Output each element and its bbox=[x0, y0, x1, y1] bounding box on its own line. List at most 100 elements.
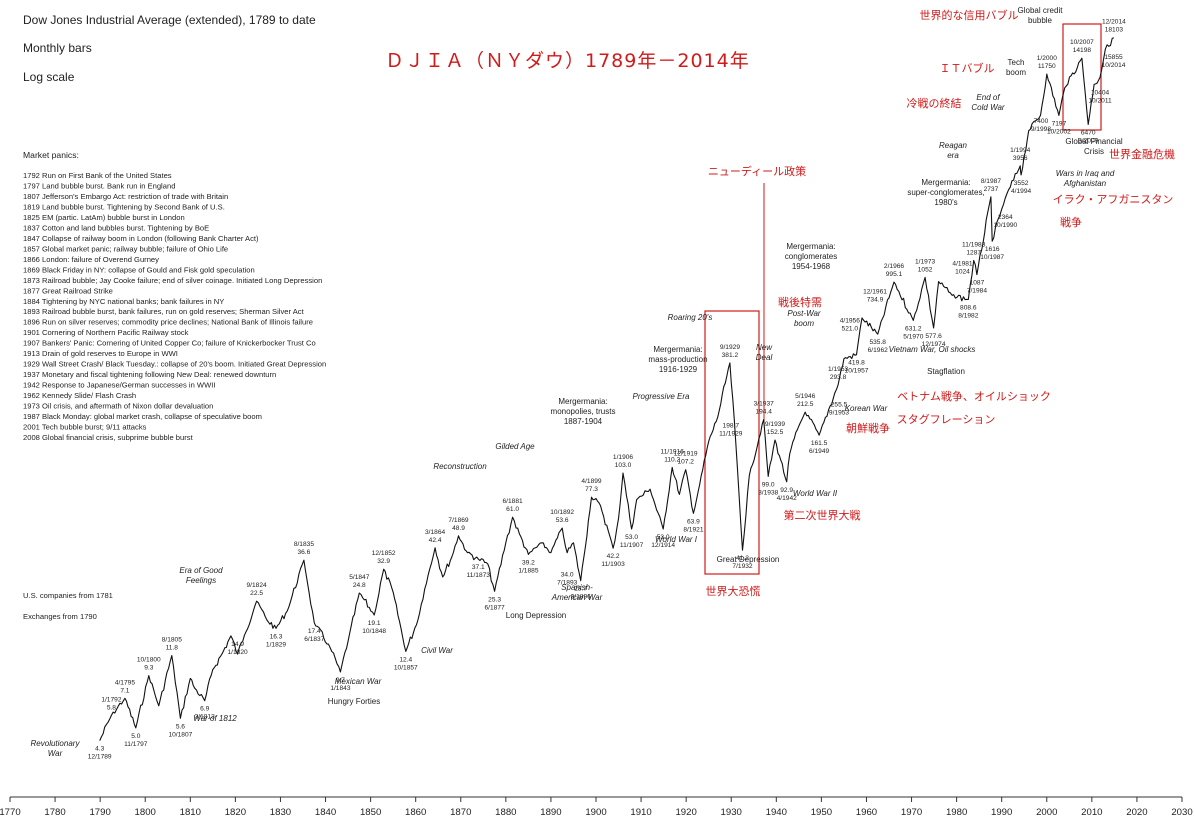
value-label: 25.3 6/1877 bbox=[485, 596, 506, 611]
value-label: 1/1953 293.8 bbox=[828, 366, 849, 381]
x-tick-label: 1920 bbox=[675, 807, 696, 818]
value-label: 9.7 1/1843 bbox=[330, 677, 351, 692]
value-label: 5.0 11/1797 bbox=[124, 733, 148, 748]
value-label: 10/2007 14198 bbox=[1070, 39, 1094, 54]
value-label: 5/1946 212.5 bbox=[795, 393, 816, 408]
panic-item: 1857 Global market panic; railway bubble… bbox=[23, 244, 228, 253]
value-label: 92.9 4/1942 bbox=[777, 487, 798, 502]
value-label: 1/1792 5.8 bbox=[101, 696, 122, 711]
jp-annotation: 世界的な信用バブル bbox=[920, 8, 1019, 22]
credit-bubble-box bbox=[1062, 23, 1102, 131]
era-label: New Deal bbox=[756, 343, 773, 362]
x-tick-label: 2010 bbox=[1081, 807, 1102, 818]
era-label: Global Financial Crisis bbox=[1065, 137, 1123, 156]
panic-item: 1825 EM (partic. LatAm) bubble burst in … bbox=[23, 213, 185, 222]
value-label: 11/1983 1287 bbox=[962, 241, 986, 256]
value-label: 12.4 10/1857 bbox=[394, 656, 418, 671]
value-label: 2/1966 995.1 bbox=[884, 263, 905, 278]
x-tick-label: 1890 bbox=[540, 807, 561, 818]
panic-item: 1896 Run on silver reserves; commodity p… bbox=[23, 318, 313, 327]
x-tick-label: 1860 bbox=[405, 807, 426, 818]
era-label: Gilded Age bbox=[495, 442, 535, 451]
x-tick-label: 1830 bbox=[270, 807, 291, 818]
x-tick-label: 1970 bbox=[901, 807, 922, 818]
panics-list: 1792 Run on First Bank of the United Sta… bbox=[23, 171, 326, 442]
panic-item: 1942 Response to Japanese/German success… bbox=[23, 381, 215, 390]
era-label: Civil War bbox=[421, 646, 453, 655]
value-label: 42.2 11/1903 bbox=[601, 553, 625, 568]
value-label: 28.7 8/1896 bbox=[571, 586, 592, 601]
panic-item: 1837 Cotton and land bubbles burst. Tigh… bbox=[23, 223, 209, 232]
jp-annotation: ＩＴバブル bbox=[940, 61, 995, 75]
era-labels: Revolutionary War War of 1812 Era of Good Fe… bbox=[31, 6, 1123, 758]
value-label: 19.1 10/1848 bbox=[362, 620, 386, 635]
value-label: 3/1864 42.4 bbox=[425, 529, 446, 544]
chart-title: Dow Jones Industrial Average (extended),… bbox=[23, 13, 316, 27]
era-label: Roaring 20's bbox=[668, 313, 713, 322]
era-label: Great Depression bbox=[717, 555, 780, 564]
value-label: 1/2000 11750 bbox=[1037, 55, 1058, 70]
panic-item: 1907 Bankers' Panic: Cornering of United… bbox=[23, 339, 316, 348]
jp-annotation: 朝鮮戦争 bbox=[846, 421, 890, 435]
value-label: 4/1981 1024 bbox=[952, 261, 973, 276]
value-label: 12/1852 32.9 bbox=[372, 550, 396, 565]
panic-item: 1819 Land bubble burst. Tightening by Se… bbox=[23, 202, 225, 211]
value-label: 9/1929 381.2 bbox=[720, 344, 741, 359]
x-tick-label: 1800 bbox=[135, 807, 156, 818]
era-label: Era of Good Feelings bbox=[179, 566, 223, 585]
jp-annotation: 冷戦の終結 bbox=[907, 96, 962, 110]
x-tick-label: 1850 bbox=[360, 807, 381, 818]
era-label: Long Depression bbox=[506, 611, 566, 620]
value-label: 1616 10/1987 bbox=[980, 246, 1004, 261]
x-tick-label: 2000 bbox=[1036, 807, 1057, 818]
era-label: Vietnam War, Oil shocks bbox=[889, 345, 976, 354]
panic-item: 1962 Kennedy Slide/ Flash Crash bbox=[23, 391, 136, 400]
value-label: 39.2 1/1885 bbox=[518, 559, 539, 574]
x-tick-label: 1790 bbox=[89, 807, 110, 818]
era-label: World War I bbox=[655, 535, 698, 544]
x-tick-label: 1930 bbox=[721, 807, 742, 818]
jp-annotation: 戦争 bbox=[1060, 215, 1082, 229]
japanese-title: ＤＪＩＡ（ＮＹダウ）1789年－2014年 bbox=[385, 50, 750, 72]
era-label: Progressive Era bbox=[633, 392, 690, 401]
era-label: Revolutionary War bbox=[31, 739, 81, 758]
value-label: 1/1973 1052 bbox=[915, 258, 936, 273]
value-label: 631.2 5/1970 bbox=[903, 325, 924, 340]
value-label: 15855 10/2014 bbox=[1102, 54, 1126, 69]
value-label: 3552 4/1994 bbox=[1011, 180, 1032, 195]
panic-item: 1866 London: failure of Overend Gurney bbox=[23, 255, 159, 264]
x-tick-label: 1820 bbox=[225, 807, 246, 818]
value-label: 53.0 12/1914 bbox=[651, 534, 675, 549]
value-label: 9/1939 152.5 bbox=[765, 421, 786, 436]
chart-subtitle-scale: Log scale bbox=[23, 70, 75, 84]
x-tick-label: 1780 bbox=[44, 807, 65, 818]
value-label: 17.4 6/1837 bbox=[304, 628, 325, 643]
value-label: 9/1824 22.5 bbox=[247, 582, 268, 597]
era-label: Mergermania: monopolies, trusts 1887-1904 bbox=[551, 397, 616, 426]
value-label: 53.0 11/1907 bbox=[620, 534, 644, 549]
panic-item: 1884 Tightening by NYC national banks; b… bbox=[23, 297, 224, 306]
era-label: Wars in Iraq and Afghanistan bbox=[1056, 169, 1115, 188]
era-label: Reconstruction bbox=[433, 462, 487, 471]
panic-item: 2008 Global financial crisis, subprime b… bbox=[23, 433, 194, 442]
value-label: 4.3 12/1789 bbox=[88, 746, 112, 761]
x-axis-ticks: 1770 1780 1790 1800 1810 1820 1830 1840 1850 1860… bbox=[0, 797, 1193, 818]
era-label: End of Cold War bbox=[971, 93, 1005, 112]
jp-annotation: イラク・アフガニスタン bbox=[1053, 193, 1174, 206]
value-label: 161.5 6/1949 bbox=[809, 440, 830, 455]
value-label: 4/1899 77.3 bbox=[581, 478, 602, 493]
x-tick-label: 2020 bbox=[1126, 807, 1147, 818]
djia-series-line bbox=[99, 37, 1115, 741]
value-label: 12/2014 18103 bbox=[1102, 19, 1126, 34]
panic-item: 1792 Run on First Bank of the United Sta… bbox=[23, 171, 172, 180]
great-depression-box bbox=[704, 310, 760, 575]
value-label: 1/1994 3956 bbox=[1010, 147, 1031, 162]
x-tick-label: 1990 bbox=[991, 807, 1012, 818]
panic-item: 1937 Monetary and fiscal tightening foll… bbox=[23, 370, 276, 379]
x-tick-label: 1900 bbox=[585, 807, 606, 818]
panic-item: 1869 Black Friday in NY: collapse of Gou… bbox=[23, 265, 255, 274]
era-label: War of 1812 bbox=[193, 714, 237, 723]
value-label: 1087 7/1984 bbox=[967, 280, 988, 295]
value-label: 37.1 11/1873 bbox=[467, 564, 491, 579]
x-tick-label: 1940 bbox=[766, 807, 787, 818]
